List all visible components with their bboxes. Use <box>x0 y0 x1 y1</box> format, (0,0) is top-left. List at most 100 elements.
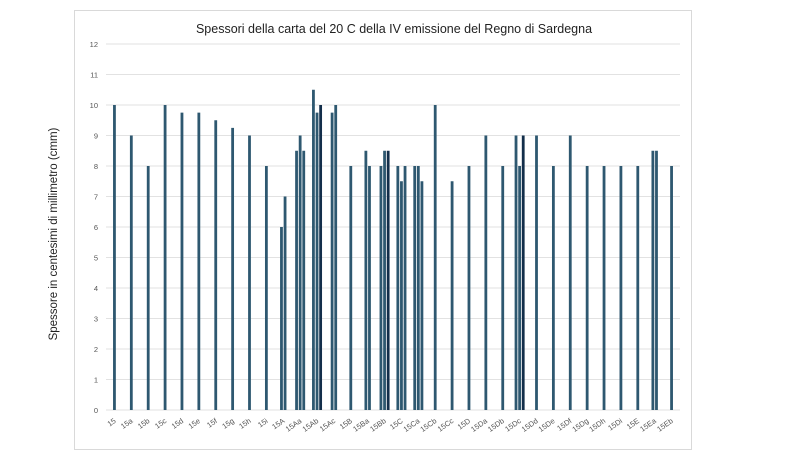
x-tick-label: 15Dg <box>570 416 590 434</box>
x-tick-label: 15h <box>237 416 252 431</box>
bar <box>521 135 525 410</box>
bar <box>264 166 268 410</box>
y-tick-label: 7 <box>94 193 98 202</box>
y-tick-label: 8 <box>94 162 98 171</box>
bar <box>231 127 235 411</box>
bar <box>214 120 218 410</box>
bar <box>403 166 407 410</box>
bar <box>302 150 306 410</box>
y-tick-label: 12 <box>90 40 98 49</box>
bar <box>383 150 386 410</box>
bar <box>619 166 623 410</box>
y-tick-label: 2 <box>94 345 98 354</box>
y-tick-label: 0 <box>94 406 98 415</box>
bar <box>146 166 150 410</box>
y-tick-label: 5 <box>94 254 98 263</box>
bar <box>396 166 400 410</box>
bar <box>248 135 251 410</box>
x-tick-label: 15Ab <box>301 416 321 433</box>
x-tick-label: 15A <box>270 416 286 431</box>
x-tick-label: 15De <box>537 416 557 434</box>
x-tick-labels: 15 15a 15b 15c 15d 15e 15f 15g 15h 15i 15A15Aa15Ab… <box>106 416 675 434</box>
bar <box>295 150 298 410</box>
x-tick-label: 15Db <box>486 416 506 434</box>
bar <box>413 166 417 410</box>
bar <box>312 89 315 410</box>
bar <box>636 166 640 410</box>
bar <box>113 105 116 410</box>
x-tick-label: 15E <box>625 416 641 431</box>
chart-title: Spessori della carta del 20 C della IV e… <box>195 22 593 36</box>
bar <box>568 135 572 410</box>
x-tick-label: 15Eb <box>655 416 675 433</box>
x-tick-label: 15Dd <box>520 416 540 434</box>
y-tick-label: 10 <box>90 101 98 110</box>
y-tick-label: 4 <box>94 284 98 293</box>
x-tick-label: 15Aa <box>284 416 304 434</box>
x-tick-label: 15Cb <box>418 416 438 434</box>
y-tick-label: 11 <box>90 71 98 80</box>
x-tick-label: 15Df <box>555 416 574 433</box>
x-tick-label: 15f <box>205 416 219 430</box>
bar <box>280 227 283 410</box>
gridlines <box>106 43 680 411</box>
bars <box>113 89 673 411</box>
bar <box>298 135 302 410</box>
bar <box>518 166 522 410</box>
bar <box>386 150 390 410</box>
bar <box>197 112 201 411</box>
bar <box>283 196 287 410</box>
x-tick-label: 15e <box>187 416 202 431</box>
x-tick-label: 15Bb <box>368 416 388 433</box>
x-tick-label: 15Cc <box>436 416 456 434</box>
bar <box>334 105 338 410</box>
bar <box>368 166 371 410</box>
x-tick-label: 15b <box>136 416 151 431</box>
bar <box>655 150 658 410</box>
x-tick-label: 15c <box>153 416 168 430</box>
x-tick-label: 15Ea <box>638 416 658 434</box>
bar <box>319 105 323 410</box>
x-tick-label: 15Di <box>606 416 624 432</box>
x-tick-label: 15i <box>256 416 270 429</box>
chart-frame <box>74 10 692 450</box>
bar <box>416 166 420 410</box>
bar <box>602 166 606 410</box>
bar <box>163 105 167 410</box>
bar <box>585 166 589 410</box>
x-tick-label: 15B <box>338 416 354 431</box>
x-tick-label: 15Ca <box>402 416 423 434</box>
bar <box>330 112 334 411</box>
bar <box>551 166 555 410</box>
y-tick-label: 1 <box>94 376 98 385</box>
x-tick-label: 15Ba <box>351 416 371 434</box>
y-tick-label: 3 <box>94 315 98 324</box>
bar <box>379 166 383 410</box>
y-tick-label: 6 <box>94 223 98 232</box>
bar <box>501 166 505 410</box>
bar <box>651 150 655 410</box>
bar <box>315 112 319 411</box>
bar <box>450 181 454 410</box>
x-tick-label: 15Ac <box>318 416 337 433</box>
bar <box>535 135 538 410</box>
bar <box>400 181 403 410</box>
bar <box>484 135 488 410</box>
y-tick-label: 9 <box>94 132 98 141</box>
bar <box>349 166 353 410</box>
x-tick-label: 15Da <box>469 416 490 434</box>
bar <box>420 181 424 410</box>
x-tick-label: 15d <box>170 416 185 431</box>
x-tick-label: 15a <box>119 416 135 431</box>
bar <box>670 166 673 410</box>
bar <box>364 150 368 410</box>
bar <box>129 135 133 410</box>
bar <box>180 112 184 411</box>
x-tick-label: 15Dc <box>503 416 523 434</box>
x-tick-label: 15Dh <box>587 416 607 434</box>
bar <box>514 135 518 410</box>
x-tick-label: 15 <box>106 416 118 428</box>
bar <box>467 166 471 410</box>
